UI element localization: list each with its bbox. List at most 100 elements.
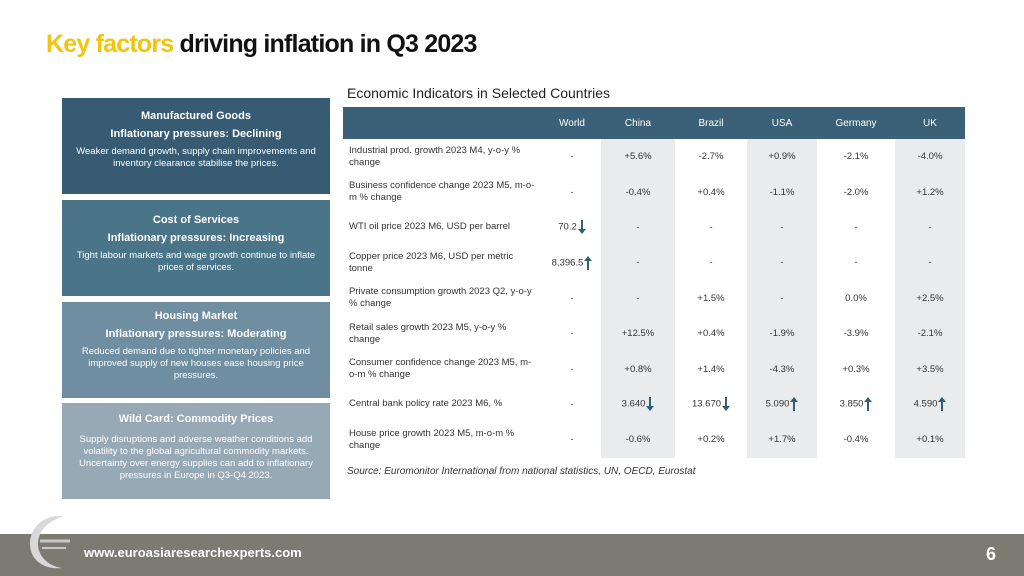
table-cell: - xyxy=(543,422,601,458)
cell-value: +12.5% xyxy=(621,328,655,340)
table-cell: +1.7% xyxy=(747,422,817,458)
cell-value: - xyxy=(636,221,640,233)
header-cell xyxy=(343,107,543,139)
card-body: Reduced demand due to tighter monetary p… xyxy=(81,346,311,381)
row-label: Industrial prod. growth 2023 M4, y-o-y %… xyxy=(349,144,521,168)
cell-value: -2.0% xyxy=(843,186,869,198)
cell-value: -0.4% xyxy=(625,186,651,198)
header-cell: UK xyxy=(895,107,965,139)
header-cell: World xyxy=(543,107,601,139)
cell-value: - xyxy=(636,257,640,269)
table-cell: -2.7% xyxy=(675,139,747,175)
cell-value: - xyxy=(709,257,713,269)
cell-value: - xyxy=(570,328,574,340)
table-row: Central bank policy rate 2023 M6, % - 3.64… xyxy=(343,386,965,423)
cell-value: - xyxy=(780,292,784,304)
row-label: Consumer confidence change 2023 M5, m-o-… xyxy=(349,357,532,381)
arrow-down-icon xyxy=(646,397,655,412)
card-subtitle: Inflationary pressures: Moderating xyxy=(105,328,287,340)
table-cell: - xyxy=(543,351,601,387)
cell-value: -3.9% xyxy=(843,328,869,340)
table-cell: - xyxy=(601,245,675,281)
table-row: House price growth 2023 M5, m-o-m % chan… xyxy=(343,422,965,458)
card-manufactured-goods: Manufactured Goods Inflationary pressure… xyxy=(62,98,330,194)
cell-value: +1.5% xyxy=(697,292,725,304)
page-title: Key factors driving inflation in Q3 2023 xyxy=(46,30,477,59)
table-header-row: World China Brazil USA Germany UK xyxy=(343,107,965,139)
card-body: Tight labour markets and wage growth con… xyxy=(76,250,316,273)
table-cell: +1.2% xyxy=(895,174,965,210)
table-row: Copper price 2023 M6, USD per metric ton… xyxy=(343,245,965,281)
card-cost-of-services: Cost of Services Inflationary pressures:… xyxy=(62,200,330,296)
cell-value: +2.5% xyxy=(916,292,944,304)
cell-value: - xyxy=(570,434,574,446)
cell-value: - xyxy=(570,151,574,163)
table-cell: - xyxy=(817,209,895,246)
table-cell: +0.3% xyxy=(817,351,895,387)
arrow-up-icon xyxy=(938,397,947,412)
table-cell: 5.090 xyxy=(747,386,817,423)
cell-value: - xyxy=(636,292,640,304)
cell-value: -2.1% xyxy=(843,151,869,163)
table-cell: - xyxy=(675,209,747,246)
cell-value: - xyxy=(709,221,713,233)
table-cell: -4.3% xyxy=(747,351,817,387)
cell-value: +1.2% xyxy=(916,186,944,198)
arrow-up-icon xyxy=(790,397,799,412)
table-cell: +0.8% xyxy=(601,351,675,387)
cell-value: - xyxy=(780,257,784,269)
cell-value: - xyxy=(570,292,574,304)
row-label: Business confidence change 2023 M5, m-o-… xyxy=(349,180,535,204)
table-cell: 13.670 xyxy=(675,386,747,423)
table-cell: 0.0% xyxy=(817,280,895,316)
table-cell: - xyxy=(543,139,601,175)
table-cell: 4.590 xyxy=(895,386,965,423)
table-cell: +5.6% xyxy=(601,139,675,175)
cell-value: -2.7% xyxy=(698,151,724,163)
cell-value: - xyxy=(780,221,784,233)
cell-value: +0.1% xyxy=(916,434,944,446)
cell-value: - xyxy=(570,186,574,198)
cell-value: +3.5% xyxy=(916,363,944,375)
cell-value: +0.8% xyxy=(624,363,652,375)
cell-value: +0.4% xyxy=(697,186,725,198)
card-subtitle: Inflationary pressures: Increasing xyxy=(107,232,285,244)
table-cell: +0.2% xyxy=(675,422,747,458)
table-cell: -4.0% xyxy=(895,139,965,175)
table-row: Industrial prod. growth 2023 M4, y-o-y %… xyxy=(343,139,965,175)
cell-value: +0.9% xyxy=(768,151,796,163)
cell-value: +5.6% xyxy=(624,151,652,163)
table-row: Business confidence change 2023 M5, m-o-… xyxy=(343,174,965,210)
table-cell: - xyxy=(601,280,675,316)
cell-value: 4.590 xyxy=(913,398,938,410)
table-cell: +3.5% xyxy=(895,351,965,387)
card-title: Wild Card: Commodity Prices xyxy=(118,413,274,425)
arrow-down-icon xyxy=(577,220,586,235)
cell-value: - xyxy=(854,257,858,269)
header-cell: Brazil xyxy=(675,107,747,139)
footer-url[interactable]: www.euroasiaresearchexperts.com xyxy=(84,545,302,560)
table-cell: -0.4% xyxy=(817,422,895,458)
row-label: Copper price 2023 M6, USD per metric ton… xyxy=(349,250,514,274)
table-cell: - xyxy=(895,209,965,246)
table-cell: - xyxy=(675,245,747,281)
table-cell: - xyxy=(747,245,817,281)
cell-value: 0.0% xyxy=(845,292,867,304)
cell-value: - xyxy=(570,398,574,410)
cell-value: -4.0% xyxy=(917,151,943,163)
card-title: Housing Market xyxy=(154,310,238,322)
table-cell: - xyxy=(747,209,817,246)
card-wild-card-commodity: Wild Card: Commodity Prices Supply disru… xyxy=(62,403,330,499)
cell-value: - xyxy=(928,221,932,233)
table-cell: 8,396.5 xyxy=(543,245,601,281)
header-cell: Germany xyxy=(817,107,895,139)
footer-bar: www.euroasiaresearchexperts.com 6 xyxy=(0,534,1024,576)
indicators-table: World China Brazil USA Germany UK Indust… xyxy=(343,107,965,458)
table-cell: - xyxy=(543,386,601,423)
table-cell: -0.4% xyxy=(601,174,675,210)
table-cell: +0.1% xyxy=(895,422,965,458)
table-cell: - xyxy=(543,315,601,352)
table-row: Consumer confidence change 2023 M5, m-o-… xyxy=(343,351,965,387)
row-label: House price growth 2023 M5, m-o-m % chan… xyxy=(349,427,515,451)
row-label: Retail sales growth 2023 M5, y-o-y % cha… xyxy=(349,321,507,345)
